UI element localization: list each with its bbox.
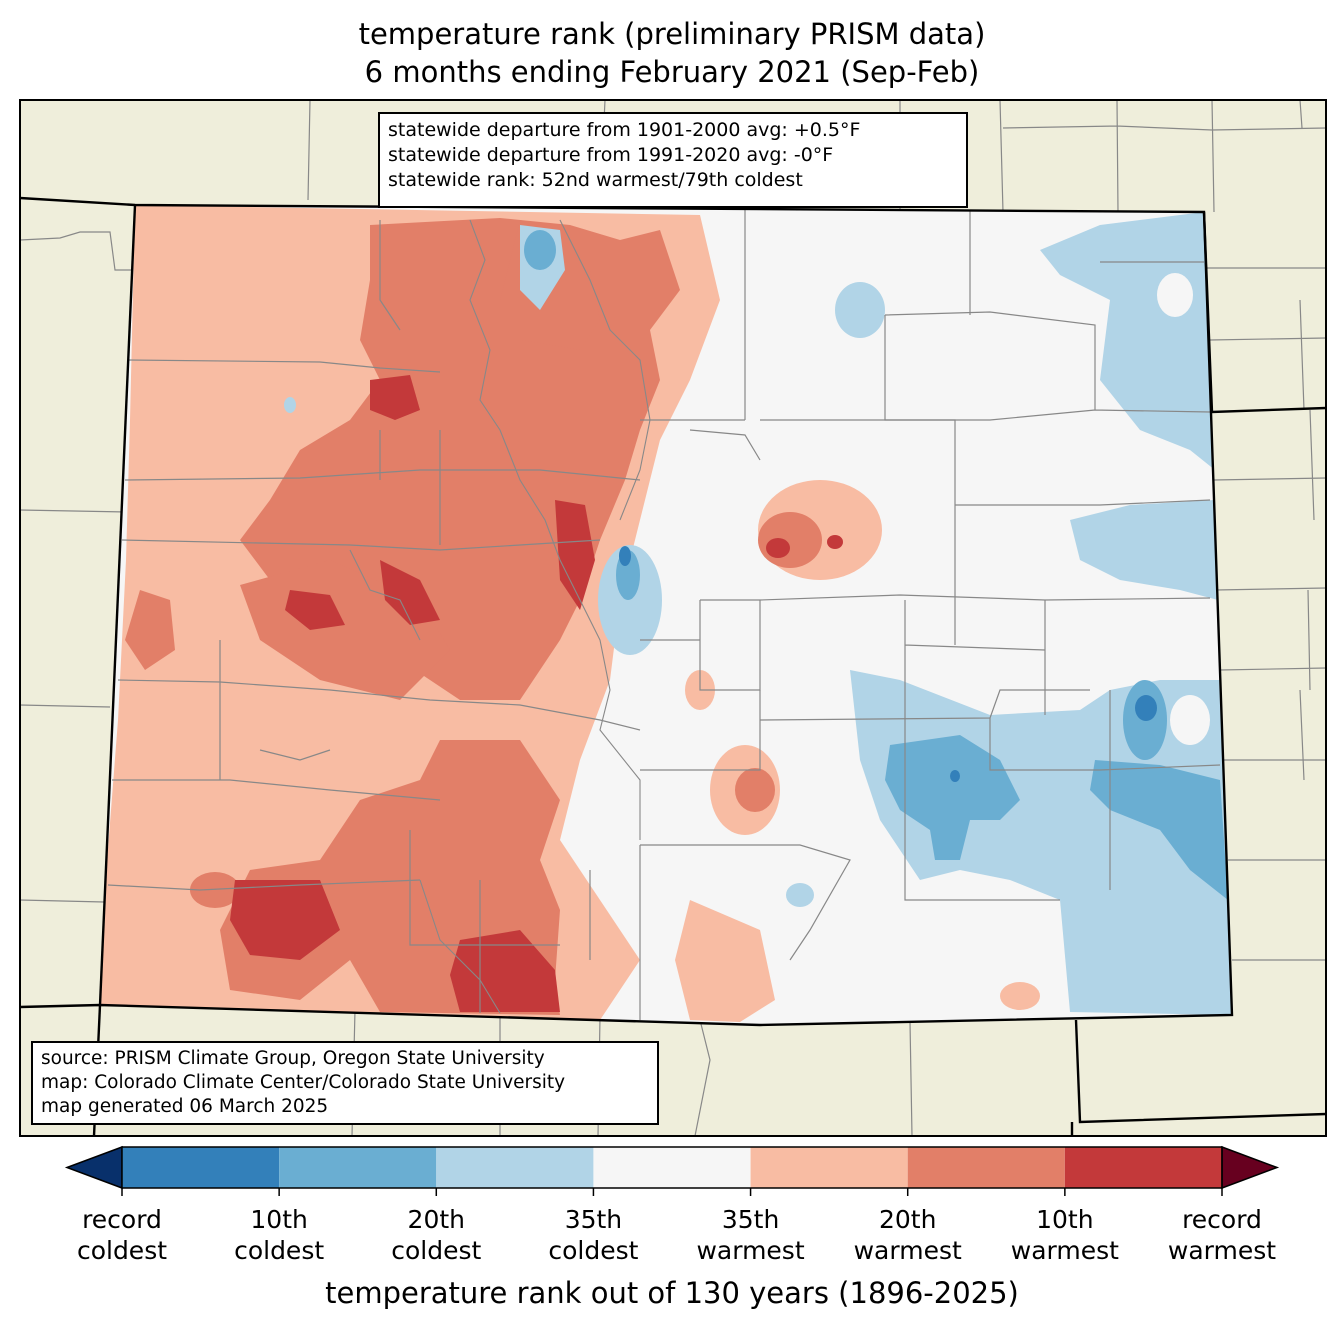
tick-label-line-2: coldest	[234, 1236, 325, 1265]
stats-line-3: statewide rank: 52nd warmest/79th coldes…	[388, 169, 803, 191]
map-frame	[19, 99, 1327, 1137]
colorado-county-lines	[107, 210, 1221, 1020]
tick-label-line-2: warmest	[696, 1236, 805, 1265]
tick-label-line-1: record	[82, 1205, 162, 1234]
tick-label-line-2: coldest	[76, 1236, 168, 1265]
colorbar-tick-label: record coldest	[47, 1204, 197, 1266]
tick-label-line-2: coldest	[548, 1236, 639, 1265]
colorbar-outline	[121, 1146, 1223, 1189]
source-line-2: map: Colorado Climate Center/Colorado St…	[41, 1072, 566, 1093]
colorbar-bin-5	[750, 1147, 908, 1188]
colorbar-bin-3	[436, 1147, 594, 1188]
colorbar-bin-4	[593, 1147, 751, 1188]
tick-label-line-1: 35th	[564, 1205, 623, 1234]
colorbar-ticks	[121, 1188, 1223, 1196]
tick-label-line-1: 10th	[1036, 1205, 1094, 1234]
source-box: source: PRISM Climate Group, Oregon Stat…	[31, 1041, 659, 1125]
tick-label-line-2: coldest	[391, 1236, 482, 1265]
colorbar-bin-6	[907, 1147, 1065, 1188]
colorbar-label: temperature rank out of 130 years (1896-…	[325, 1276, 1019, 1310]
tick-label-line-1: record	[1182, 1205, 1262, 1234]
map-title-line-1: temperature rank (preliminary PRISM data…	[358, 17, 986, 51]
tick-label-line-1: 20th	[878, 1205, 937, 1234]
statewide-stats-box: statewide departure from 1901-2000 avg: …	[378, 112, 968, 208]
colorbar-extend-under	[64, 1145, 123, 1190]
colorbar-tick-label: 20th coldest	[361, 1204, 511, 1266]
source-line-1: source: PRISM Climate Group, Oregon Stat…	[41, 1048, 545, 1069]
colorbar-extend-over	[1221, 1145, 1280, 1190]
colorbar-bin-7	[1064, 1147, 1222, 1188]
tick-label-line-2: warmest	[1010, 1236, 1119, 1265]
colorbar-tick-label: 20th warmest	[833, 1204, 983, 1266]
colorbar-bin-2	[279, 1147, 437, 1188]
tick-label-line-1: 10th	[250, 1205, 308, 1234]
state-borders	[20, 196, 1326, 1136]
tick-label-line-1: 20th	[407, 1205, 466, 1234]
source-line-3: map generated 06 March 2025	[41, 1096, 329, 1117]
tick-label-line-2: warmest	[1167, 1236, 1277, 1265]
tick-label-line-2: warmest	[853, 1236, 962, 1265]
colorbar-tick-label: 10th warmest	[990, 1204, 1140, 1266]
colorbar-tick-label: 35th coldest	[518, 1204, 668, 1266]
map-title-line-2: 6 months ending February 2021 (Sep-Feb)	[364, 55, 980, 89]
rank-shading	[100, 205, 1232, 1022]
tick-label-line-1: 35th	[721, 1205, 780, 1234]
colorbar-tick-label: 10th coldest	[204, 1204, 354, 1266]
mountain-county-lines	[349, 219, 651, 1014]
colorbar-bin-1	[122, 1147, 280, 1188]
stats-line-2: statewide departure from 1991-2020 avg: …	[388, 144, 834, 166]
colorbar-tick-label: record warmest	[1147, 1204, 1297, 1266]
colorbar	[64, 1145, 1280, 1196]
colorbar-tick-label: 35th warmest	[676, 1204, 826, 1266]
stats-line-1: statewide departure from 1901-2000 avg: …	[388, 119, 861, 141]
